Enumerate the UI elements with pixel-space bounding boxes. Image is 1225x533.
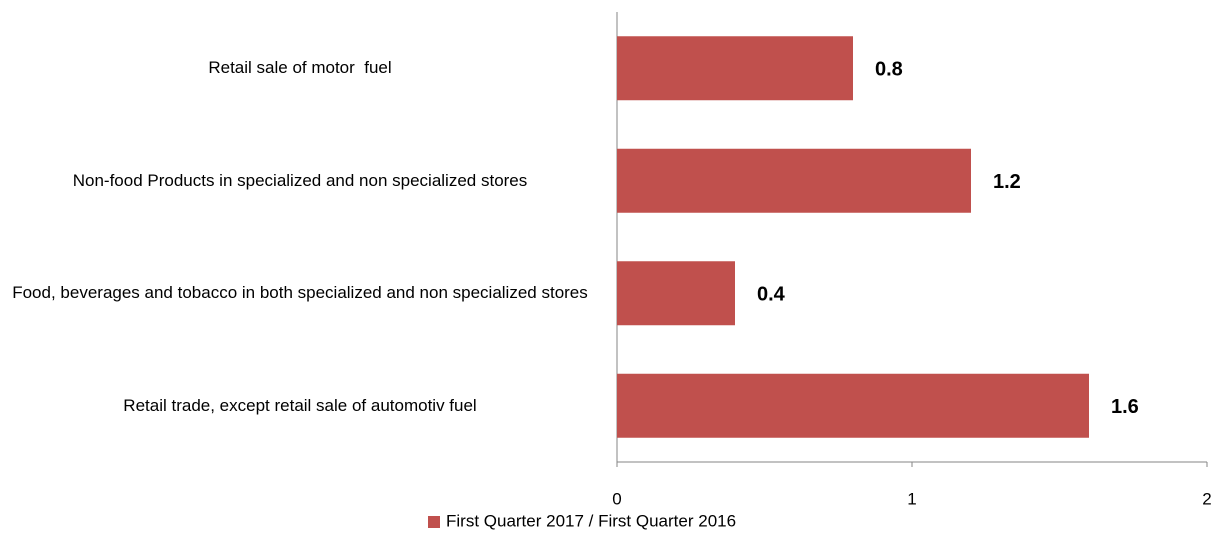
y-tick-label: Food, beverages and tobacco in both spec… xyxy=(12,283,588,303)
data-label: 0.8 xyxy=(875,59,903,81)
bar xyxy=(617,36,853,101)
data-label: 0.4 xyxy=(757,284,786,306)
bar xyxy=(617,148,971,213)
legend-swatch xyxy=(428,516,440,528)
data-label: 1.2 xyxy=(993,171,1021,193)
x-tick-label: 2 xyxy=(1202,489,1211,508)
bar xyxy=(617,373,1089,438)
bar xyxy=(617,261,735,326)
legend-label: First Quarter 2017 / First Quarter 2016 xyxy=(446,511,736,530)
x-tick-label: 1 xyxy=(907,489,916,508)
y-tick-label: Retail trade, except retail sale of auto… xyxy=(123,395,477,415)
y-tick-label: Non-food Products in specialized and non… xyxy=(72,170,528,190)
y-tick-label: Retail sale of motor fuel xyxy=(208,58,392,78)
data-label: 1.6 xyxy=(1111,396,1139,418)
x-tick-label: 0 xyxy=(612,489,621,508)
